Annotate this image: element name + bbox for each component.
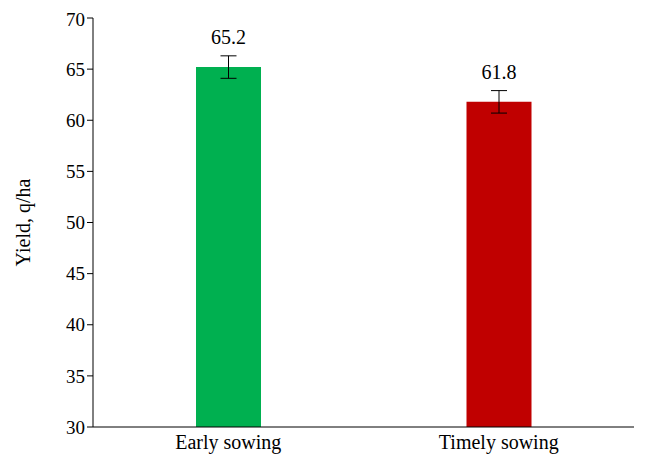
svg-text:35: 35 — [66, 366, 85, 387]
svg-text:40: 40 — [66, 314, 85, 335]
svg-text:70: 70 — [66, 9, 85, 30]
svg-text:55: 55 — [66, 161, 85, 182]
svg-text:Timely sowing: Timely sowing — [439, 431, 559, 454]
svg-text:30: 30 — [66, 417, 85, 438]
svg-text:65: 65 — [66, 59, 85, 80]
svg-text:45: 45 — [66, 263, 85, 284]
svg-text:60: 60 — [66, 110, 85, 131]
svg-text:65.2: 65.2 — [211, 26, 246, 48]
svg-text:61.8: 61.8 — [482, 61, 517, 83]
svg-text:Yield, q/ha: Yield, q/ha — [12, 178, 35, 266]
svg-text:Early sowing: Early sowing — [175, 431, 281, 454]
svg-text:50: 50 — [66, 212, 85, 233]
